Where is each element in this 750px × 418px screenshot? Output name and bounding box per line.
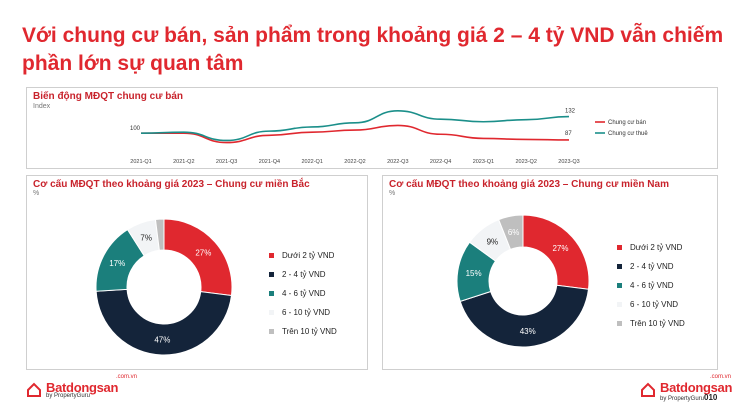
x-tick-label: 2022-Q1	[301, 159, 322, 165]
legend-item: 6 - 10 tỷ VND	[617, 295, 685, 314]
legend-label: Trên 10 tỷ VND	[282, 327, 337, 336]
north-donut-card: Cơ cấu MĐQT theo khoảng giá 2023 – Chung…	[26, 175, 368, 370]
page-number: 010	[704, 393, 718, 402]
legend-label: 6 - 10 tỷ VND	[282, 308, 331, 317]
south-donut-card: Cơ cấu MĐQT theo khoảng giá 2023 – Chung…	[382, 175, 718, 370]
legend-swatch	[617, 283, 622, 288]
x-tick-label: 2023-Q1	[473, 159, 494, 165]
house-logo-icon	[27, 382, 41, 397]
line-chart-ylabel: Index	[33, 103, 51, 110]
end-sale-data-label: 87	[565, 131, 572, 137]
brand-sub: by PropertyGuru	[46, 393, 91, 399]
x-tick-label: 2021-Q4	[259, 159, 280, 165]
x-tick-label: 2023-Q2	[515, 159, 536, 165]
x-tick-label: 2023-Q3	[558, 159, 579, 165]
legend-swatch	[617, 302, 622, 307]
donut-data-label: 15%	[466, 269, 482, 278]
brand-domain: .com.vn	[116, 374, 138, 380]
x-tick-label: 2022-Q4	[430, 159, 451, 165]
legend-item: 4 - 6 tỷ VND	[269, 284, 337, 303]
donut-slice	[498, 214, 524, 251]
donut-data-label: 43%	[520, 327, 536, 336]
brand-domain-right: .com.vn	[710, 374, 732, 380]
legend-item: Dưới 2 tỷ VND	[269, 246, 337, 265]
legend-label: 2 - 4 tỷ VND	[630, 262, 674, 271]
legend-swatch	[617, 245, 622, 250]
legend-item: 4 - 6 tỷ VND	[617, 276, 685, 295]
legend-item: 2 - 4 tỷ VND	[269, 265, 337, 284]
north-donut-chart: 27% 47% 17% 7%	[95, 218, 233, 356]
start-data-label: 100	[130, 126, 141, 132]
legend-swatch	[269, 272, 274, 277]
legend-item: Trên 10 tỷ VND	[617, 314, 685, 333]
brand-sub-right: by PropertyGuru010	[660, 393, 750, 402]
legend-label: 4 - 6 tỷ VND	[630, 281, 674, 290]
legend-label: Trên 10 tỷ VND	[630, 319, 685, 328]
x-tick-label: 2021-Q2	[173, 159, 194, 165]
x-tick-label: 2021-Q1	[130, 159, 151, 165]
legend-swatch	[269, 291, 274, 296]
legend-swatch	[617, 321, 622, 326]
donut-data-label: 9%	[487, 237, 499, 246]
legend-label: Chung cư thuê	[608, 131, 648, 137]
donut-slice	[154, 218, 165, 251]
legend-swatch	[269, 310, 274, 315]
donut-slice	[459, 284, 590, 348]
line-chart: 2021-Q1 2021-Q2 2021-Q3 2021-Q4 2022-Q1 2022-…	[130, 109, 648, 165]
line-series-1	[140, 110, 570, 142]
x-tick-label: 2022-Q3	[387, 159, 408, 165]
south-donut-chart: 27% 43% 15% 9% 6%	[456, 214, 590, 348]
north-donut-title: Cơ cấu MĐQT theo khoảng giá 2023 – Chung…	[33, 179, 310, 190]
legend-label: 2 - 4 tỷ VND	[282, 270, 326, 279]
line-chart-card: Biến động MĐQT chung cư bán Index 2021-Q…	[26, 87, 718, 169]
legend-label: Dưới 2 tỷ VND	[282, 251, 335, 260]
donut-slice	[95, 288, 233, 356]
south-donut-title: Cơ cấu MĐQT theo khoảng giá 2023 – Chung…	[389, 179, 669, 190]
x-tick-label: 2022-Q2	[344, 159, 365, 165]
line-chart-title: Biến động MĐQT chung cư bán	[33, 91, 184, 102]
legend-swatch	[269, 253, 274, 258]
brand-sub-text: by PropertyGuru	[660, 396, 705, 402]
house-logo-icon	[641, 382, 655, 397]
legend-swatch	[269, 329, 274, 334]
page-title: Với chung cư bán, sản phẩm trong khoảng …	[22, 24, 724, 75]
legend-item: 2 - 4 tỷ VND	[617, 257, 685, 276]
donut-data-label: 6%	[508, 228, 520, 237]
south-donut-legend: Dưới 2 tỷ VND 2 - 4 tỷ VND 4 - 6 tỷ VND 6 -…	[617, 238, 685, 333]
legend-label: 4 - 6 tỷ VND	[282, 289, 326, 298]
donut-data-label: 27%	[195, 248, 211, 257]
x-tick-label: 2021-Q3	[216, 159, 237, 165]
north-donut-unit: %	[33, 190, 40, 197]
brand-name: Batdongsan	[46, 380, 119, 395]
legend-label: Chung cư bán	[608, 120, 646, 126]
legend-label: 6 - 10 tỷ VND	[630, 300, 679, 309]
donut-slice	[522, 214, 590, 290]
legend-label: Dưới 2 tỷ VND	[630, 243, 683, 252]
south-donut-unit: %	[389, 190, 396, 197]
brand-name-right: Batdongsan	[660, 380, 733, 395]
north-donut-legend: Dưới 2 tỷ VND 2 - 4 tỷ VND 4 - 6 tỷ VND 6 -…	[269, 246, 337, 341]
legend-swatch	[617, 264, 622, 269]
legend-item: 6 - 10 tỷ VND	[269, 303, 337, 322]
donut-data-label: 17%	[109, 259, 125, 268]
end-rent-data-label: 132	[565, 109, 576, 115]
donut-data-label: 47%	[154, 335, 170, 344]
donut-data-label: 27%	[552, 244, 568, 253]
legend-item: Trên 10 tỷ VND	[269, 322, 337, 341]
legend-item: Dưới 2 tỷ VND	[617, 238, 685, 257]
line-series-0	[141, 124, 570, 144]
donut-data-label: 7%	[140, 234, 152, 243]
